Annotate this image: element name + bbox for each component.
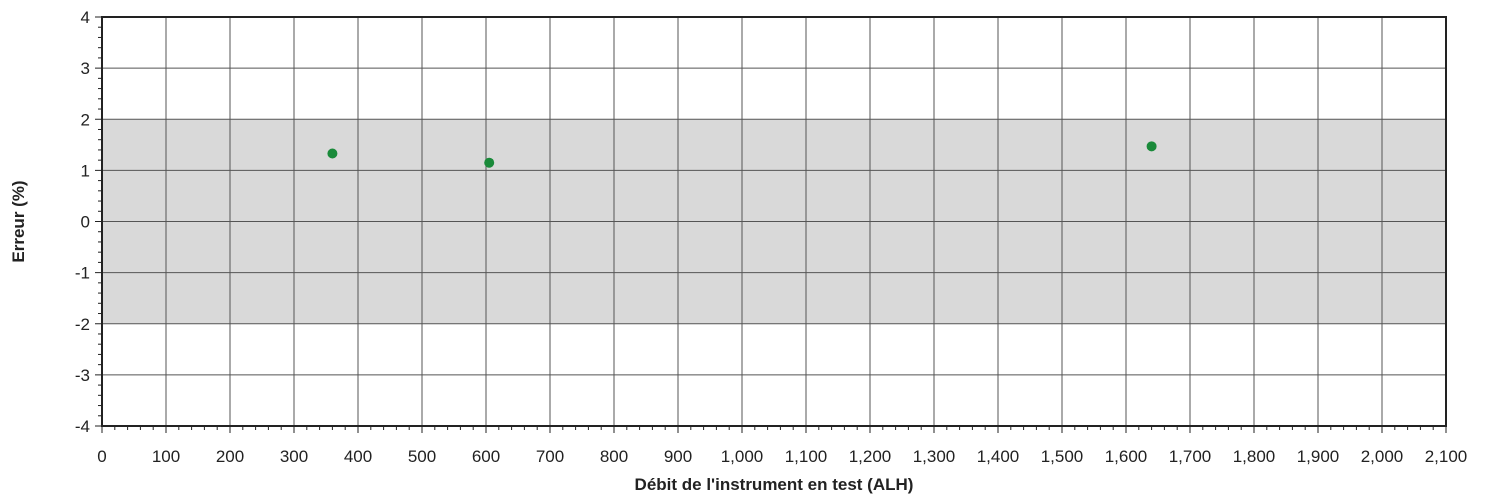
- x-tick-label: 500: [408, 447, 436, 466]
- data-point: [484, 157, 495, 168]
- y-tick-label: 3: [81, 59, 90, 78]
- y-tick-label: -3: [75, 366, 90, 385]
- x-tick-label: 1,000: [721, 447, 764, 466]
- y-tick-label: 2: [81, 110, 90, 129]
- x-tick-label: 1,400: [977, 447, 1020, 466]
- data-point: [327, 148, 338, 159]
- grid-layer: [101, 16, 1447, 427]
- x-tick-label: 900: [664, 447, 692, 466]
- x-tick-label: 300: [280, 447, 308, 466]
- data-point: [1146, 141, 1157, 152]
- y-tick-label: 4: [81, 8, 90, 27]
- x-tick-label: 600: [472, 447, 500, 466]
- y-axis-title: Erreur (%): [9, 180, 28, 262]
- x-tick-label: 1,300: [913, 447, 956, 466]
- x-tick-label: 2,100: [1425, 447, 1468, 466]
- x-tick-label: 1,500: [1041, 447, 1084, 466]
- y-tick-label: 0: [81, 213, 90, 232]
- x-tick-label: 2,000: [1361, 447, 1404, 466]
- x-axis-ticks: 0 100 200 300 400 500 600 700 800 900 1,000 1,100 1,…: [97, 426, 1467, 466]
- y-tick-label: -4: [75, 417, 90, 436]
- y-axis-ticks: 4 3 2 1 0 -1 -2 -3 -4: [75, 8, 102, 436]
- data-points-layer: [327, 141, 1157, 168]
- y-tick-label: -1: [75, 264, 90, 283]
- x-tick-label: 1,800: [1233, 447, 1276, 466]
- x-tick-label: 1,100: [785, 447, 828, 466]
- x-tick-label: 700: [536, 447, 564, 466]
- y-tick-label: 1: [81, 161, 90, 180]
- x-tick-label: 100: [152, 447, 180, 466]
- x-tick-label: 1,200: [849, 447, 892, 466]
- x-tick-label: 0: [97, 447, 106, 466]
- x-tick-label: 1,900: [1297, 447, 1340, 466]
- x-tick-label: 200: [216, 447, 244, 466]
- x-tick-label: 1,600: [1105, 447, 1148, 466]
- x-axis-title: Débit de l'instrument en test (ALH): [635, 475, 914, 494]
- x-tick-label: 800: [600, 447, 628, 466]
- y-tick-label: -2: [75, 315, 90, 334]
- x-tick-label: 400: [344, 447, 372, 466]
- x-tick-label: 1,700: [1169, 447, 1212, 466]
